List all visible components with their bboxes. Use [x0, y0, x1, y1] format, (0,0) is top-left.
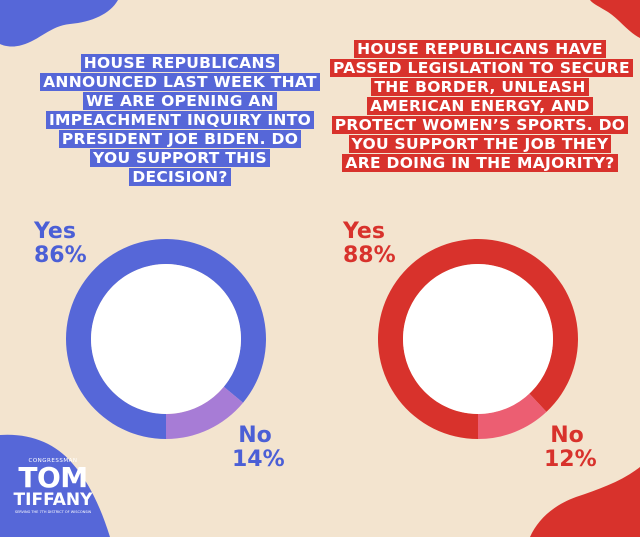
- decorative-blob-top-right: [590, 0, 640, 38]
- question-right: HOUSE REPUBLICANS HAVE PASSED LEGISLATIO…: [330, 40, 633, 173]
- left-no-label: No 14%: [232, 423, 285, 472]
- question-right-text: HOUSE REPUBLICANS HAVE PASSED LEGISLATIO…: [330, 40, 633, 172]
- right-no-value: 12%: [544, 447, 597, 472]
- decorative-blob-bottom-left: [0, 434, 110, 537]
- decorative-blob-bottom-right: [530, 467, 640, 537]
- donut-slice-no: [478, 393, 547, 439]
- right-yes-value: 88%: [343, 243, 396, 268]
- logo-tagline: SERVING THE 7TH DISTRICT OF WISCONSIN: [14, 510, 92, 514]
- right-yes-category: Yes: [343, 219, 385, 244]
- tom-tiffany-logo: CONGRESSMAN TOM TIFFANY SERVING THE 7TH …: [4, 458, 102, 515]
- right-yes-label: Yes 88%: [343, 220, 396, 268]
- left-no-value: 14%: [232, 447, 285, 472]
- right-no-category: No: [550, 423, 584, 448]
- donut-hole: [403, 264, 553, 414]
- left-no-category: No: [238, 423, 272, 448]
- left-yes-category: Yes: [34, 219, 76, 244]
- question-left: HOUSE REPUBLICANS ANNOUNCED LAST WEEK TH…: [40, 54, 320, 187]
- logo-name-last: TIFFANY: [13, 490, 93, 510]
- left-yes-value: 86%: [34, 243, 87, 268]
- donut-slice-no: [166, 386, 244, 439]
- right-no-label: No 12%: [544, 423, 597, 472]
- donut-hole: [91, 264, 241, 414]
- donut-chart-right: [377, 239, 578, 439]
- decorative-blob-top-left: [0, 0, 118, 47]
- donut-chart-left: [66, 239, 266, 439]
- left-yes-label: Yes 86%: [34, 220, 87, 268]
- logo-name-first: TOM: [18, 461, 88, 494]
- question-left-text: HOUSE REPUBLICANS ANNOUNCED LAST WEEK TH…: [40, 54, 320, 186]
- logo-congressman: CONGRESSMAN: [28, 458, 78, 464]
